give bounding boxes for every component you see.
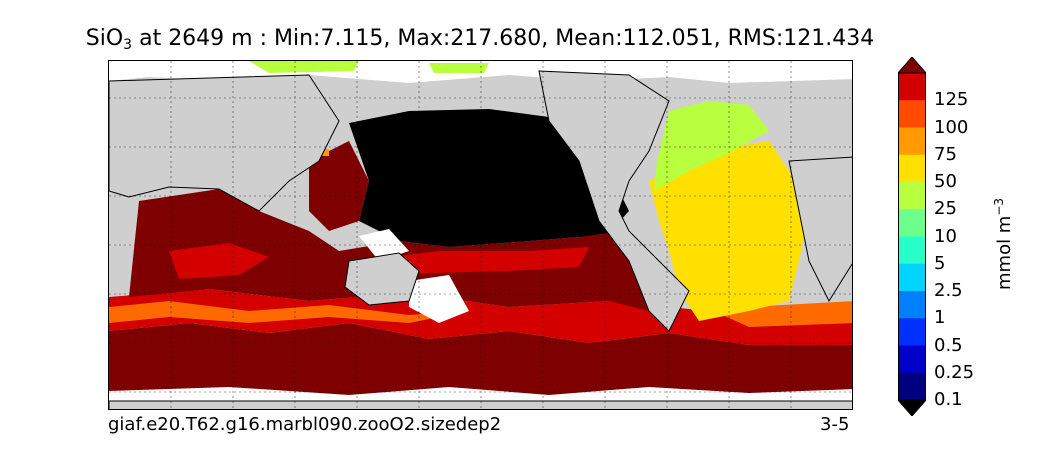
colorbar-tick-label: 2.5 bbox=[934, 280, 963, 301]
equatorial-red bbox=[359, 247, 589, 275]
map-canvas bbox=[109, 61, 852, 409]
colorbar-segment bbox=[898, 73, 926, 101]
colorbar-under-arrow bbox=[898, 399, 926, 416]
landmass-eurasia-africa bbox=[109, 74, 340, 212]
north-atlantic-green bbox=[654, 101, 769, 191]
colorbar-frame bbox=[898, 72, 926, 401]
plot-title: SiO3 at 2649 m : Min:7.115, Max:217.680,… bbox=[0, 26, 960, 53]
unit-base: mmol m bbox=[994, 215, 1015, 290]
colorbar-tick-label: 100 bbox=[934, 116, 969, 138]
title-species: SiO bbox=[85, 26, 124, 51]
colorbar-segment bbox=[898, 209, 926, 237]
colorbar-segment bbox=[898, 236, 926, 265]
colorbar-tick-label: 5 bbox=[934, 252, 946, 274]
colorbar-tick-label: 0.25 bbox=[934, 361, 975, 383]
colorbar-segment bbox=[898, 291, 926, 319]
colorbar-segment bbox=[898, 182, 926, 210]
arctic-patch-right bbox=[429, 63, 489, 73]
landmass-americas bbox=[538, 70, 690, 332]
colorbar-segment bbox=[898, 154, 926, 183]
unit-exponent: −3 bbox=[992, 197, 1006, 216]
colorbar-tick-label: 0.1 bbox=[934, 389, 963, 410]
ocean-map bbox=[108, 60, 853, 410]
map-gridlines bbox=[109, 61, 852, 409]
colorbar-tick-label: 1 bbox=[934, 307, 946, 329]
colorbar-segment bbox=[898, 372, 926, 401]
colorbar-over-arrow bbox=[898, 57, 926, 74]
missing-australia-coast bbox=[409, 275, 469, 323]
landmass-africa-east bbox=[788, 156, 852, 303]
panel-id-label: 3-5 bbox=[820, 414, 850, 435]
orange-spot-okhotsk bbox=[319, 149, 329, 156]
colorbar-segment bbox=[898, 263, 926, 292]
colorbar-segment bbox=[898, 318, 926, 346]
title-species-subscript: 3 bbox=[123, 37, 133, 53]
arctic-patch-left bbox=[249, 61, 359, 73]
colorbar-segment bbox=[898, 100, 926, 128]
west-pacific bbox=[309, 141, 369, 231]
colorbar-tick-label: 10 bbox=[934, 225, 957, 247]
colorbar-unit-title: mmol m−3 bbox=[992, 198, 1015, 290]
colorbar-tick-label: 25 bbox=[934, 198, 957, 220]
title-stats: at 2649 m : Min:7.115, Max:217.680, Mean… bbox=[132, 26, 875, 51]
run-name-label: giaf.e20.T62.g16.marbl090.zooO2.sizedep2 bbox=[108, 414, 502, 435]
colorbar-tick-label: 75 bbox=[934, 143, 957, 165]
colorbar-tick-label: 0.5 bbox=[934, 334, 963, 356]
colorbar bbox=[898, 57, 926, 416]
indian-red bbox=[169, 243, 269, 279]
landmass-australia bbox=[344, 252, 420, 306]
colorbar-tick-label: 50 bbox=[934, 171, 957, 192]
colorbar-segment bbox=[898, 345, 926, 374]
colorbar-segment bbox=[898, 127, 926, 156]
colorbar-tick-label: 125 bbox=[934, 89, 969, 111]
southern-orange-band bbox=[109, 301, 469, 323]
